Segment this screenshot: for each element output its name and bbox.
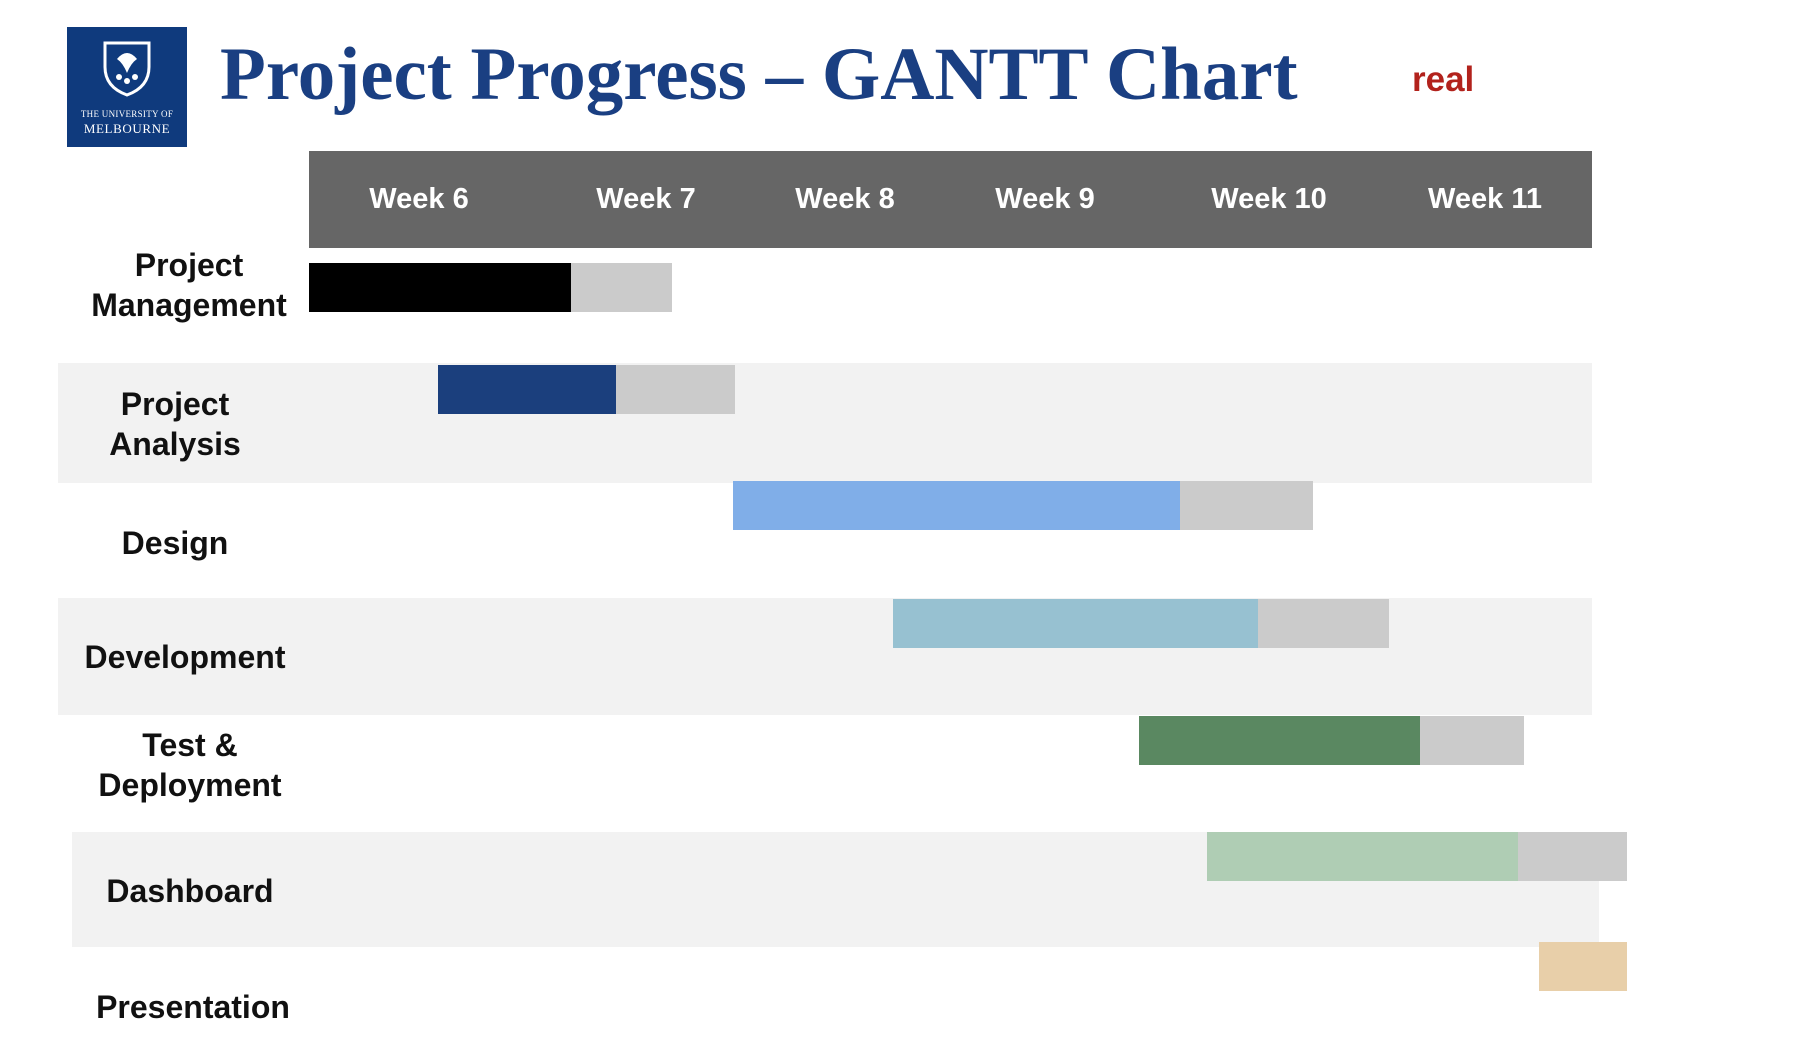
gantt-remaining-project-management [571,263,672,312]
gantt-bar-project-management [309,263,572,312]
gantt-remaining-test-deployment [1419,716,1525,765]
week-label-8: Week 8 [795,183,895,215]
week-label-6: Week 6 [369,183,469,215]
week-label-7: Week 7 [596,183,696,215]
gantt-remaining-design [1179,481,1314,530]
gantt-bar-design [733,481,1180,530]
crest-icon [103,41,151,97]
gantt-bar-test-deployment [1138,716,1420,765]
gantt-bar-project-analysis [438,365,617,414]
gantt-bar-development [893,599,1258,648]
task-label-development: Development [84,639,286,675]
task-label-presentation: Presentation [96,989,290,1025]
week-label-10: Week 10 [1211,183,1327,215]
gantt-remaining-dashboard [1518,832,1627,881]
task-label-project-analysis: Project Analysis [109,386,241,462]
gantt-bar-dashboard [1206,832,1519,881]
task-label-project-management: Project Management [91,247,287,323]
gantt-remaining-project-analysis [616,365,736,414]
row-band-project-analysis [58,363,1592,483]
task-label-test-deployment: Test & Deployment [98,727,282,803]
week-label-9: Week 9 [995,183,1095,215]
logo-line-2: MELBOURNE [83,121,171,136]
week-header-bar: Week 6 Week 7 Week 8 Week 9 Week 10 Week… [309,151,1592,248]
task-label-dashboard: Dashboard [106,873,274,909]
page-title: Project Progress – GANTT Chart [220,33,1298,116]
gantt-bar-presentation [1538,942,1627,991]
gantt-remaining-development [1257,599,1389,648]
university-logo: THE UNIVERSITY OF MELBOURNE [67,27,187,147]
status-tag: real [1412,60,1475,99]
week-label-11: Week 11 [1428,183,1542,215]
task-label-design: Design [121,525,229,561]
logo-line-1: THE UNIVERSITY OF [80,109,174,119]
